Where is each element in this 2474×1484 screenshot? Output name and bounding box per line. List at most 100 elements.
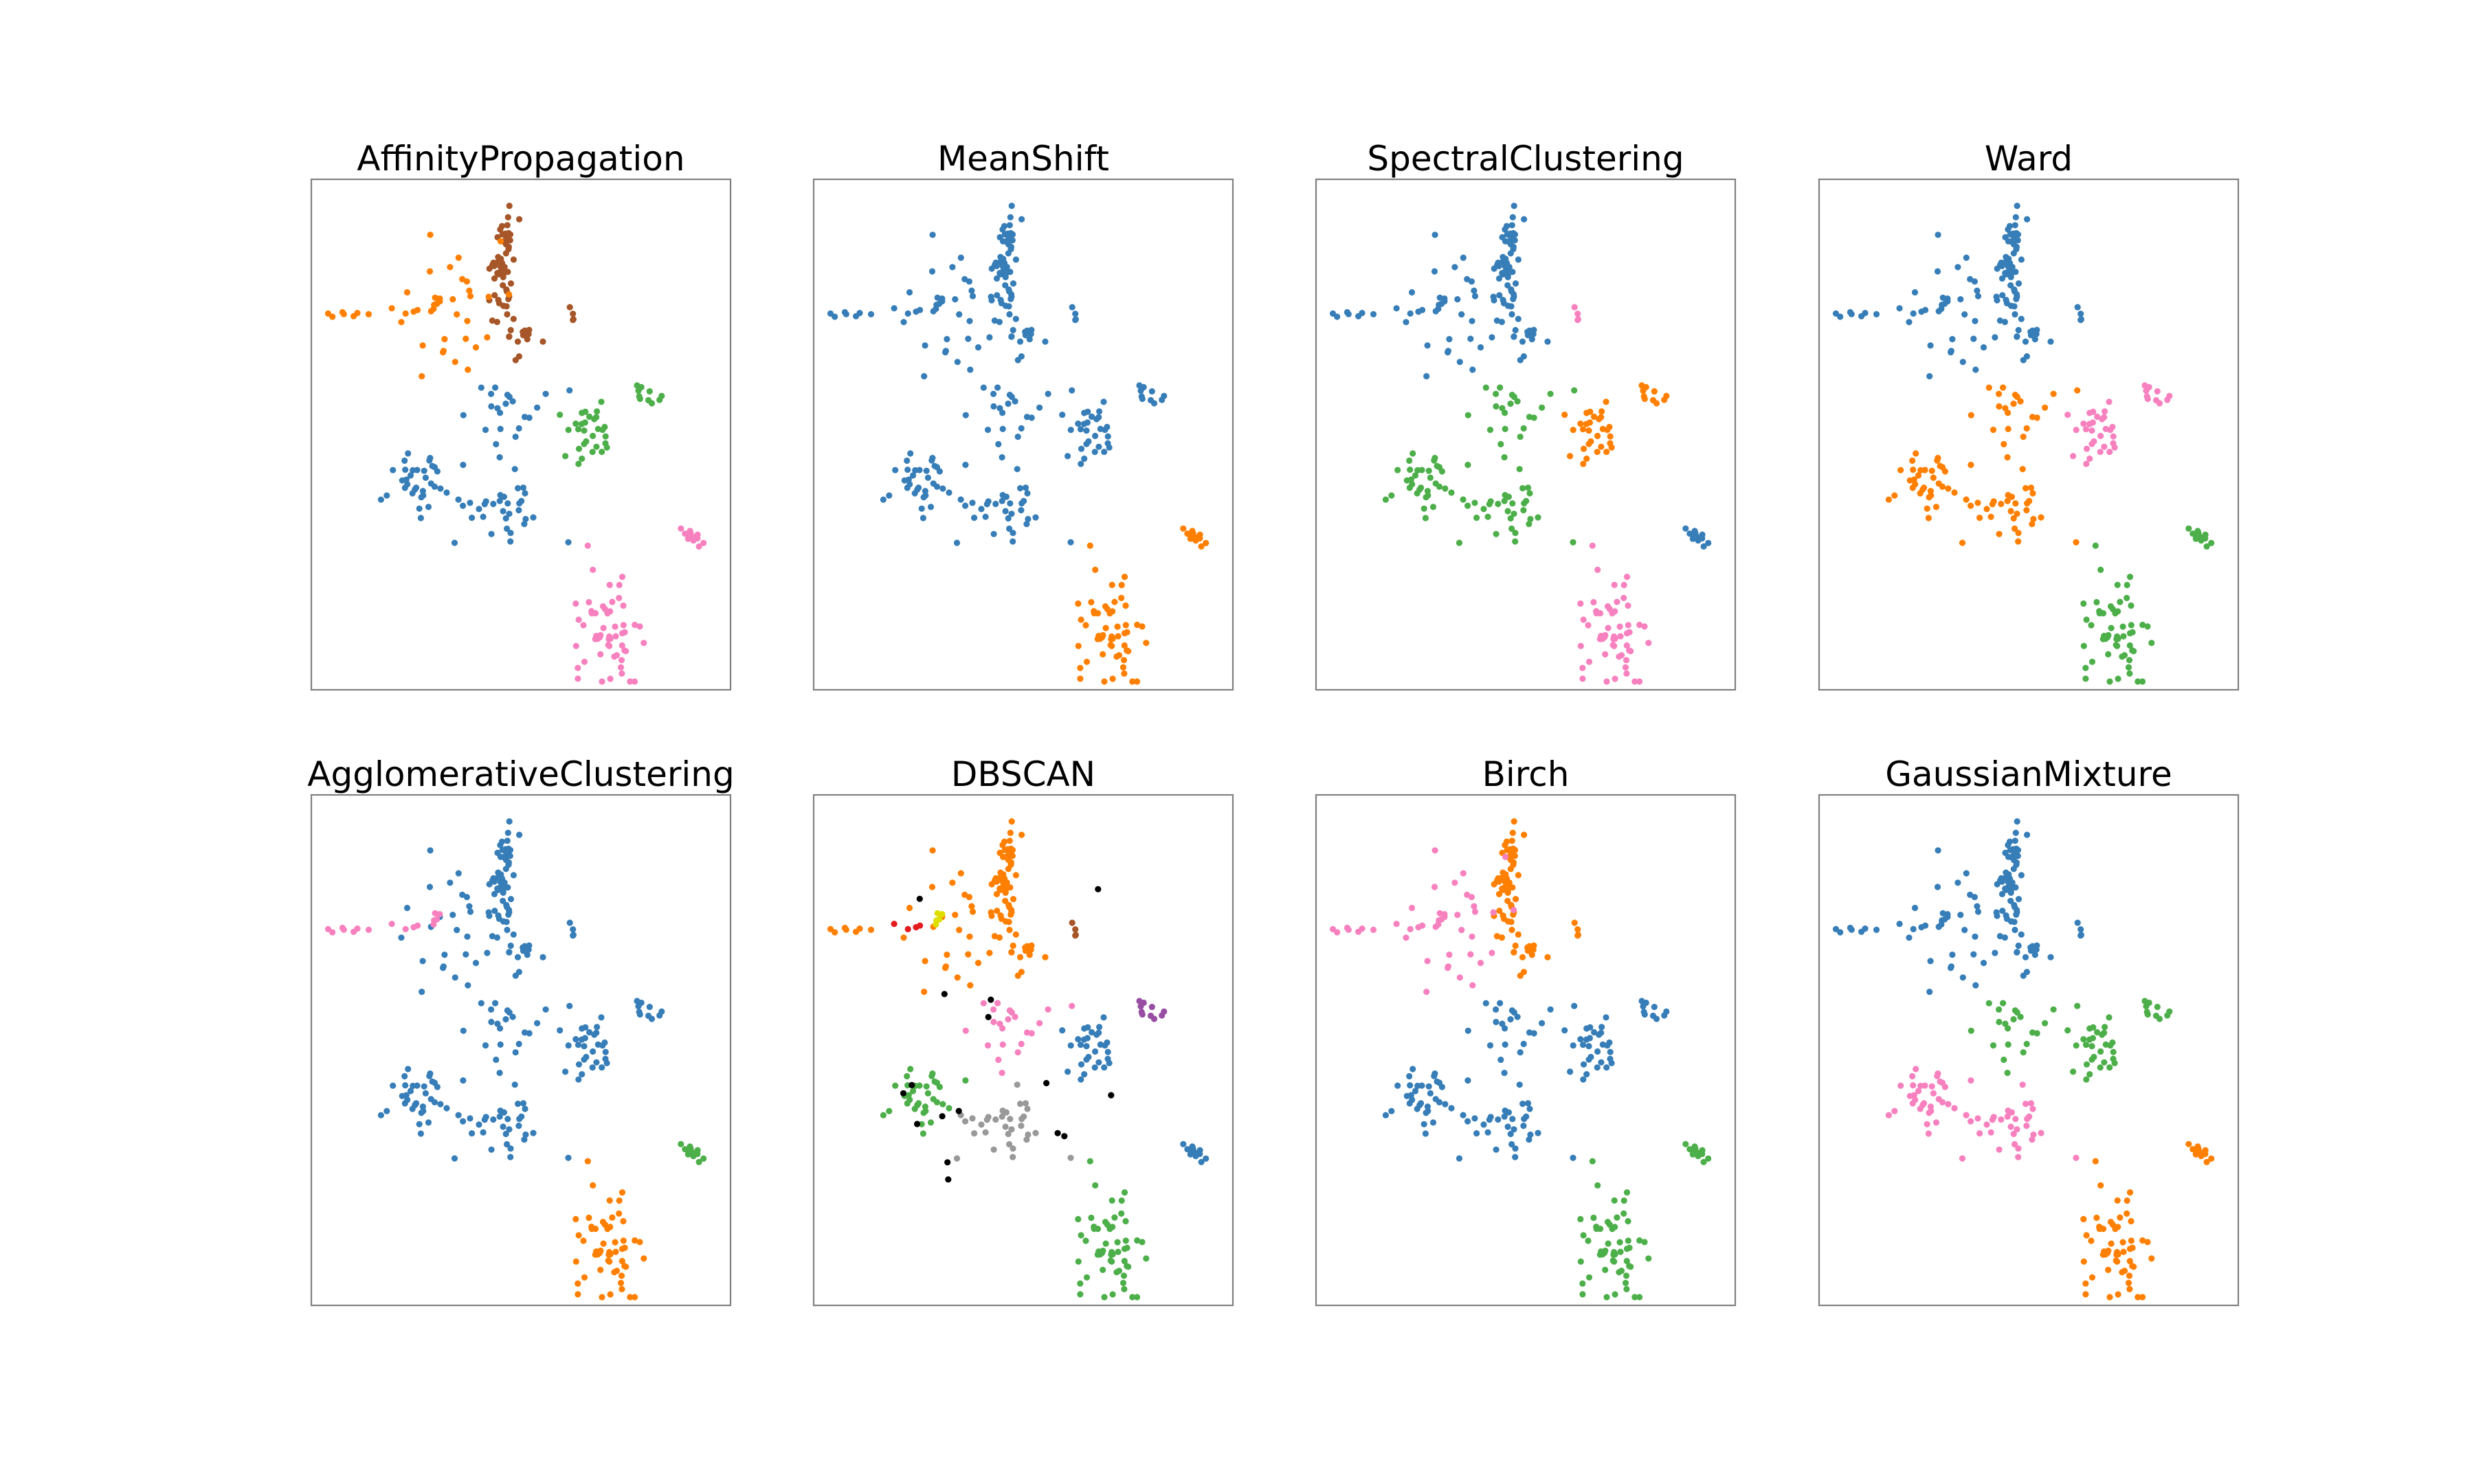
scatter-point [506,949,513,956]
scatter-point [383,492,390,499]
scatter-point [1002,272,1009,279]
scatter-point [1577,642,1584,649]
scatter-point [939,295,946,302]
scatter-point [2208,539,2215,547]
scatter-point [886,1108,893,1114]
scatter-point [557,1027,564,1034]
scatter-point [687,1145,694,1152]
scatter-point [1002,508,1009,515]
scatter-point [1471,499,1478,506]
scatter-point [2082,664,2089,671]
scatter-point [1511,203,1517,210]
scatter-point [1928,467,1935,474]
scatter-point [495,915,503,922]
scatter-point [1523,497,1530,504]
scatter-point [339,924,346,932]
scatter-point [2106,449,2113,456]
scatter-point [500,282,506,289]
scatter-point [1091,1224,1097,1230]
scatter-point [2115,1291,2121,1298]
scatter-point [927,504,935,510]
scatter-point [1464,462,1471,469]
scatter-point [1180,1140,1187,1147]
scatter-point [1504,897,1511,904]
scatter-point [579,456,586,462]
scatter-point [525,946,532,953]
scatter-point [507,280,515,287]
scatter-point [1065,1068,1071,1075]
scatter-point [2135,1294,2141,1301]
scatter-point [1119,1279,1127,1286]
scatter-point [2014,291,2020,298]
scatter-point [1511,510,1517,517]
scatter-point [1642,999,1649,1007]
scatter-point [1069,304,1076,311]
scatter-point [1909,1072,1916,1080]
scatter-point [1005,1016,1012,1023]
scatter-point [481,1116,488,1123]
scatter-point [1469,933,1475,940]
scatter-point [700,1155,707,1162]
scatter-point [988,909,994,916]
scatter-point [618,1285,625,1292]
scatter-point [377,1112,385,1118]
scatter-point [2007,272,2014,279]
scatter-points-dbscan [827,818,1210,1301]
scatter-point [597,1247,604,1255]
scatter-point [575,426,582,433]
scatter-point [514,954,522,960]
scatter-point [422,1090,430,1097]
scatter-point [409,490,416,497]
scatter-point [494,885,501,892]
scatter-point [1612,608,1618,615]
scatter-point [939,911,946,918]
scatter-point [2033,946,2040,953]
scatter-point [1497,384,1504,391]
scatter-point [2108,1240,2115,1247]
scatter-point [1091,449,1098,456]
scatter-point [2050,1006,2057,1013]
scatter-point [965,951,972,958]
scatter-point [1587,438,1594,445]
scatter-point [594,1024,601,1031]
scatter-point [504,829,511,836]
scatter-point [620,602,627,609]
scatter-point [1059,1027,1066,1034]
scatter-point [1493,530,1500,537]
scatter-point [2126,642,2133,649]
scatter-point [1007,862,1014,868]
scatter-point [1495,275,1503,282]
scatter-point [1454,296,1461,303]
scatter-point [1482,384,1489,391]
scatter-point [1837,929,1844,936]
scatter-point [997,869,1004,876]
scatter-point [2109,423,2116,431]
scatter-point [907,450,914,457]
scatter-point [992,875,999,881]
scatter-point [2129,647,2136,654]
scatter-point [1069,387,1076,394]
scatter-point [436,911,443,918]
scatter-point [1005,515,1012,522]
scatter-point [1585,1043,1592,1050]
scatter-point [1985,1000,1992,1007]
scatter-point [1623,1285,1630,1292]
scatter-point [590,566,597,574]
scatter-point [1493,403,1500,410]
scatter-point [2166,1008,2173,1015]
scatter-point [980,1000,987,1007]
scatter-point [2005,1108,2011,1114]
scatter-point [1014,1081,1021,1088]
scatter-point [929,232,936,238]
scatter-point [1393,305,1400,312]
scatter-point [504,1116,511,1123]
scatter-point [1514,398,1521,405]
scatter-point [497,425,504,433]
scatter-point [601,1039,608,1046]
scatter-point [2070,1068,2077,1075]
scatter-point [1927,488,1934,495]
scatter-point [1088,1214,1095,1222]
scatter-point [1451,264,1458,271]
scatter-point [1010,326,1016,334]
scatter-point [600,625,607,631]
